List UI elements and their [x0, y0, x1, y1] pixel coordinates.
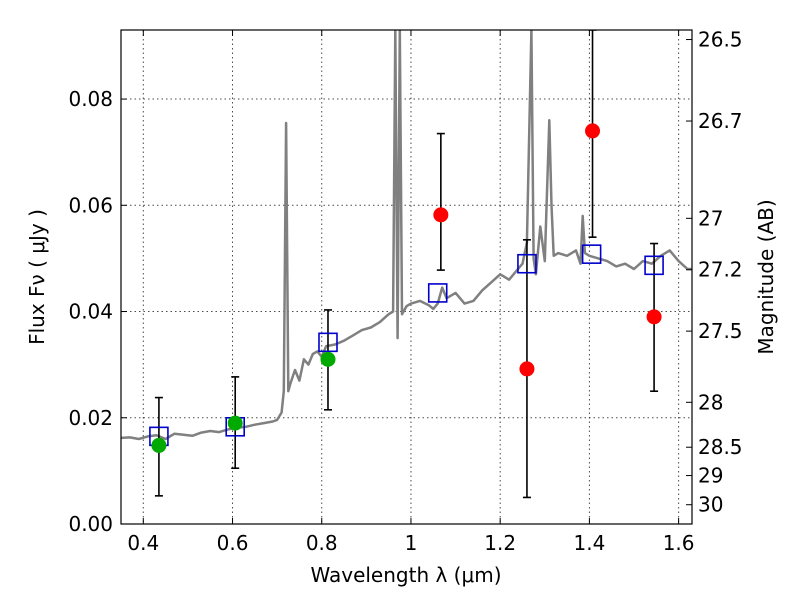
spectrum-line: [121, 30, 692, 441]
y2-axis-title: Magnitude (AB): [754, 199, 778, 354]
y2-tick-label: 30: [698, 493, 723, 517]
model-square-marker: [427, 283, 448, 303]
x-tick-label: 1.6: [663, 531, 695, 555]
red-data-point: [585, 123, 601, 139]
y-tick-label: 0.02: [68, 406, 113, 430]
y2-tick-label: 27: [698, 206, 723, 230]
y2-tick-label: 27.2: [698, 258, 743, 282]
plot-frame: [120, 29, 693, 525]
red-data-point: [433, 207, 449, 223]
model-square-marker: [644, 255, 664, 276]
green-data-point: [320, 351, 336, 367]
y-tick-label: 0.08: [68, 87, 113, 111]
y2-tick-label: 29: [698, 464, 723, 488]
x-tick-label: 0.6: [217, 531, 249, 555]
y-tick-label: 0.00: [68, 512, 113, 536]
y2-tick-label: 28: [698, 390, 723, 414]
x-tick-label: 1: [405, 531, 418, 555]
y2-tick-label: 27.5: [698, 319, 743, 343]
y2-tick-label: 26.7: [698, 109, 743, 133]
x-tick-label: 1.4: [573, 531, 605, 555]
x-tick-label: 0.8: [306, 531, 338, 555]
y-tick-label: 0.06: [68, 193, 113, 217]
marker-layer: [149, 123, 664, 453]
x-tick-label: 1.2: [484, 531, 516, 555]
model-square-marker: [581, 244, 602, 264]
grid: [121, 30, 692, 525]
y-axis-title: Flux Fν ( μJy ): [25, 209, 49, 345]
green-data-point: [227, 415, 243, 431]
y-tick-label: 0.04: [68, 300, 113, 324]
x-axis-title: Wavelength λ (μm): [310, 563, 501, 587]
model-square-marker: [517, 253, 537, 274]
x-tick-label: 0.4: [127, 531, 159, 555]
tick-layer: 0.4 0.6 0.8 1 1.2 1.4 1.6 0.00 0.02 0.04 0.06 0.08 2…: [68, 28, 742, 555]
red-data-point: [646, 309, 662, 325]
y2-tick-label: 28.5: [698, 435, 743, 459]
y2-tick-label: 26.5: [698, 28, 743, 52]
green-data-point: [151, 437, 167, 453]
model-square-marker: [318, 332, 338, 353]
red-data-point: [519, 361, 535, 377]
spectrum-layer: [121, 30, 692, 441]
